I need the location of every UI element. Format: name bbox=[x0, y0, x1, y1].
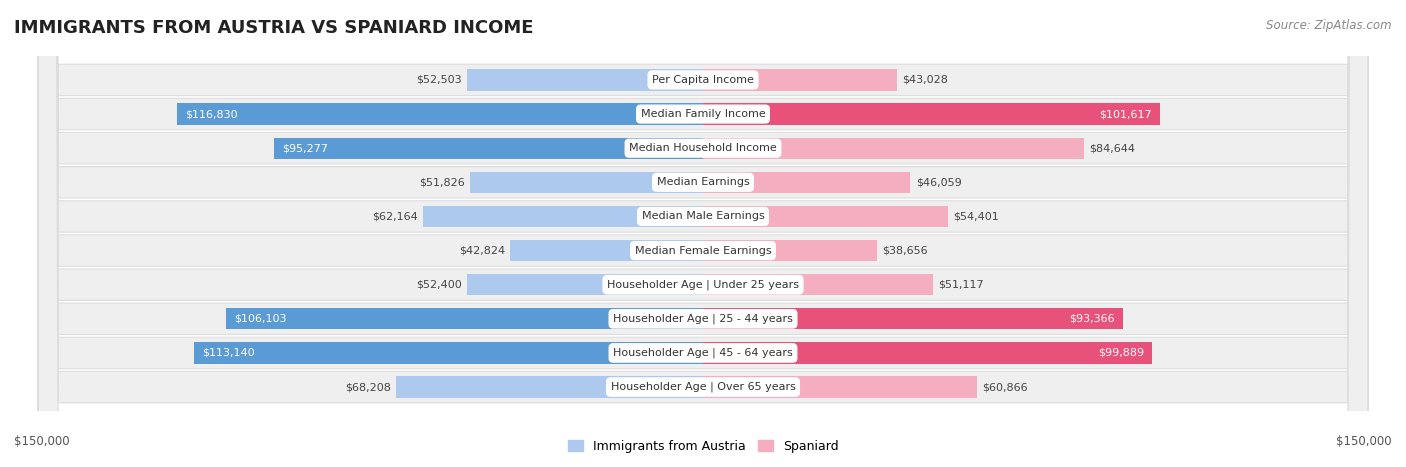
Bar bbox=[703, 308, 1123, 329]
Text: Median Household Income: Median Household Income bbox=[628, 143, 778, 153]
Text: $116,830: $116,830 bbox=[186, 109, 238, 119]
Bar bbox=[703, 69, 897, 91]
Text: Median Male Earnings: Median Male Earnings bbox=[641, 212, 765, 221]
Text: Median Family Income: Median Family Income bbox=[641, 109, 765, 119]
Text: Median Earnings: Median Earnings bbox=[657, 177, 749, 187]
Text: Source: ZipAtlas.com: Source: ZipAtlas.com bbox=[1267, 19, 1392, 32]
Text: $113,140: $113,140 bbox=[202, 348, 254, 358]
Text: Median Female Earnings: Median Female Earnings bbox=[634, 246, 772, 255]
Bar bbox=[703, 274, 934, 295]
Bar bbox=[703, 206, 948, 227]
Bar bbox=[703, 376, 977, 398]
Text: $51,117: $51,117 bbox=[938, 280, 984, 290]
Bar bbox=[703, 172, 910, 193]
Bar bbox=[194, 342, 703, 363]
FancyBboxPatch shape bbox=[38, 0, 1368, 467]
Bar bbox=[703, 342, 1153, 363]
FancyBboxPatch shape bbox=[38, 0, 1368, 467]
Text: Householder Age | 25 - 44 years: Householder Age | 25 - 44 years bbox=[613, 313, 793, 324]
Text: $150,000: $150,000 bbox=[14, 435, 70, 448]
FancyBboxPatch shape bbox=[38, 0, 1368, 467]
Text: $52,400: $52,400 bbox=[416, 280, 461, 290]
Bar bbox=[510, 240, 703, 261]
Text: Householder Age | 45 - 64 years: Householder Age | 45 - 64 years bbox=[613, 348, 793, 358]
Text: $106,103: $106,103 bbox=[233, 314, 287, 324]
Text: $60,866: $60,866 bbox=[983, 382, 1028, 392]
Bar bbox=[470, 172, 703, 193]
Text: $99,889: $99,889 bbox=[1098, 348, 1144, 358]
FancyBboxPatch shape bbox=[38, 0, 1368, 467]
Text: $68,208: $68,208 bbox=[344, 382, 391, 392]
Text: $93,366: $93,366 bbox=[1070, 314, 1115, 324]
Bar bbox=[423, 206, 703, 227]
Bar bbox=[274, 138, 703, 159]
Bar bbox=[467, 274, 703, 295]
FancyBboxPatch shape bbox=[38, 0, 1368, 467]
Text: Householder Age | Over 65 years: Householder Age | Over 65 years bbox=[610, 382, 796, 392]
Bar bbox=[177, 104, 703, 125]
Bar bbox=[703, 240, 877, 261]
Text: Per Capita Income: Per Capita Income bbox=[652, 75, 754, 85]
Text: $150,000: $150,000 bbox=[1336, 435, 1392, 448]
Bar bbox=[703, 138, 1084, 159]
Text: $52,503: $52,503 bbox=[416, 75, 461, 85]
Text: $51,826: $51,826 bbox=[419, 177, 464, 187]
Legend: Immigrants from Austria, Spaniard: Immigrants from Austria, Spaniard bbox=[562, 435, 844, 458]
Bar bbox=[703, 104, 1160, 125]
Text: $84,644: $84,644 bbox=[1090, 143, 1135, 153]
Text: $43,028: $43,028 bbox=[903, 75, 948, 85]
Bar bbox=[396, 376, 703, 398]
Text: $101,617: $101,617 bbox=[1099, 109, 1152, 119]
Text: IMMIGRANTS FROM AUSTRIA VS SPANIARD INCOME: IMMIGRANTS FROM AUSTRIA VS SPANIARD INCO… bbox=[14, 19, 533, 37]
Bar bbox=[225, 308, 703, 329]
Text: $54,401: $54,401 bbox=[953, 212, 998, 221]
FancyBboxPatch shape bbox=[38, 0, 1368, 467]
Text: $42,824: $42,824 bbox=[458, 246, 505, 255]
FancyBboxPatch shape bbox=[38, 0, 1368, 467]
FancyBboxPatch shape bbox=[38, 0, 1368, 467]
Text: Householder Age | Under 25 years: Householder Age | Under 25 years bbox=[607, 279, 799, 290]
Text: $95,277: $95,277 bbox=[283, 143, 329, 153]
Text: $62,164: $62,164 bbox=[373, 212, 418, 221]
FancyBboxPatch shape bbox=[38, 0, 1368, 467]
FancyBboxPatch shape bbox=[38, 0, 1368, 467]
Text: $46,059: $46,059 bbox=[915, 177, 962, 187]
Text: $38,656: $38,656 bbox=[883, 246, 928, 255]
Bar bbox=[467, 69, 703, 91]
